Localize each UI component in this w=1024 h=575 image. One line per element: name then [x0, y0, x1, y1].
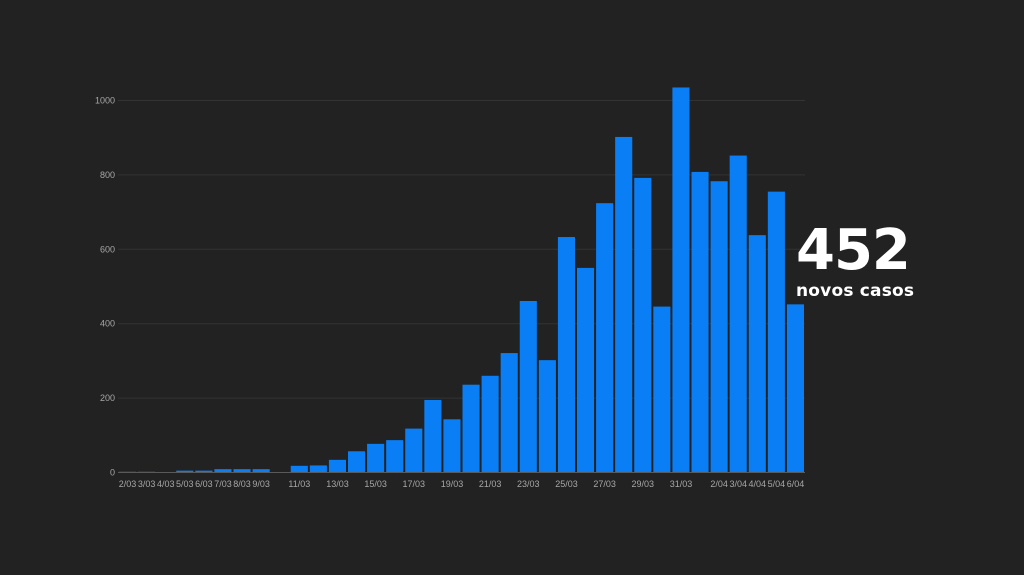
- y-axis-ticks: 0 200 400 600 800 1000: [95, 96, 115, 478]
- bar: [252, 469, 270, 473]
- x-tick-label: 19/03: [441, 479, 464, 489]
- gridlines: [118, 100, 805, 399]
- x-tick-label: 27/03: [593, 479, 616, 489]
- bar: [290, 465, 308, 473]
- bar: [748, 235, 766, 473]
- latest-count-callout: 452 novos casos: [796, 218, 915, 301]
- bar: [615, 136, 633, 473]
- bar: [519, 301, 537, 473]
- bar: [691, 171, 709, 473]
- bar: [367, 443, 385, 473]
- bar: [596, 203, 614, 473]
- x-tick-label: 5/04: [768, 479, 786, 489]
- x-tick-label: 3/04: [729, 479, 747, 489]
- x-tick-label: 31/03: [670, 479, 693, 489]
- x-tick-label: 23/03: [517, 479, 540, 489]
- x-tick-label: 17/03: [403, 479, 426, 489]
- bar: [386, 440, 404, 473]
- x-tick-label: 9/03: [252, 479, 270, 489]
- bar: [405, 428, 423, 473]
- bar: [176, 470, 194, 473]
- x-tick-label: 2/03: [119, 479, 137, 489]
- bar: [577, 267, 595, 473]
- x-tick-label: 15/03: [364, 479, 387, 489]
- y-tick-label: 400: [100, 319, 115, 329]
- bar: [348, 451, 366, 473]
- x-tick-label: 6/03: [195, 479, 213, 489]
- x-tick-label: 7/03: [214, 479, 232, 489]
- y-tick-label: 0: [110, 468, 115, 478]
- x-tick-label: 6/04: [787, 479, 805, 489]
- x-tick-label: 21/03: [479, 479, 502, 489]
- bar: [634, 177, 652, 473]
- x-tick-label: 8/03: [233, 479, 251, 489]
- y-tick-label: 600: [100, 244, 115, 254]
- bar: [462, 384, 480, 473]
- x-tick-label: 4/03: [157, 479, 175, 489]
- x-tick-label: 5/03: [176, 479, 194, 489]
- bar: [443, 419, 461, 473]
- bar: [710, 181, 728, 473]
- latest-count-label: novos casos: [796, 281, 915, 301]
- x-tick-label: 29/03: [632, 479, 655, 489]
- bar: [557, 237, 575, 473]
- bar: [195, 470, 213, 473]
- x-tick-label: 13/03: [326, 479, 349, 489]
- x-tick-label: 3/03: [138, 479, 156, 489]
- bar: [328, 459, 346, 473]
- x-tick-label: 11/03: [288, 479, 310, 489]
- bar: [786, 304, 804, 473]
- bar: [672, 87, 690, 473]
- bar: [767, 191, 785, 473]
- bar: [653, 306, 671, 473]
- x-tick-label: 2/04: [710, 479, 728, 489]
- x-tick-label: 25/03: [555, 479, 578, 489]
- x-axis-ticks: 2/03 3/03 4/03 5/03 6/03 7/03 8/03 9/03 11/03 13/…: [119, 479, 804, 489]
- bars: [119, 87, 804, 473]
- bar: [538, 360, 556, 473]
- y-tick-label: 200: [100, 393, 115, 403]
- bar: [309, 465, 327, 473]
- bar: [214, 469, 232, 473]
- bar: [481, 375, 499, 473]
- y-tick-label: 800: [100, 170, 115, 180]
- latest-count-value: 452: [796, 218, 911, 283]
- bar: [729, 155, 747, 473]
- x-tick-label: 4/04: [749, 479, 767, 489]
- bar: [424, 399, 442, 473]
- bar: [233, 469, 251, 473]
- bar: [500, 353, 518, 473]
- y-tick-label: 1000: [95, 96, 115, 106]
